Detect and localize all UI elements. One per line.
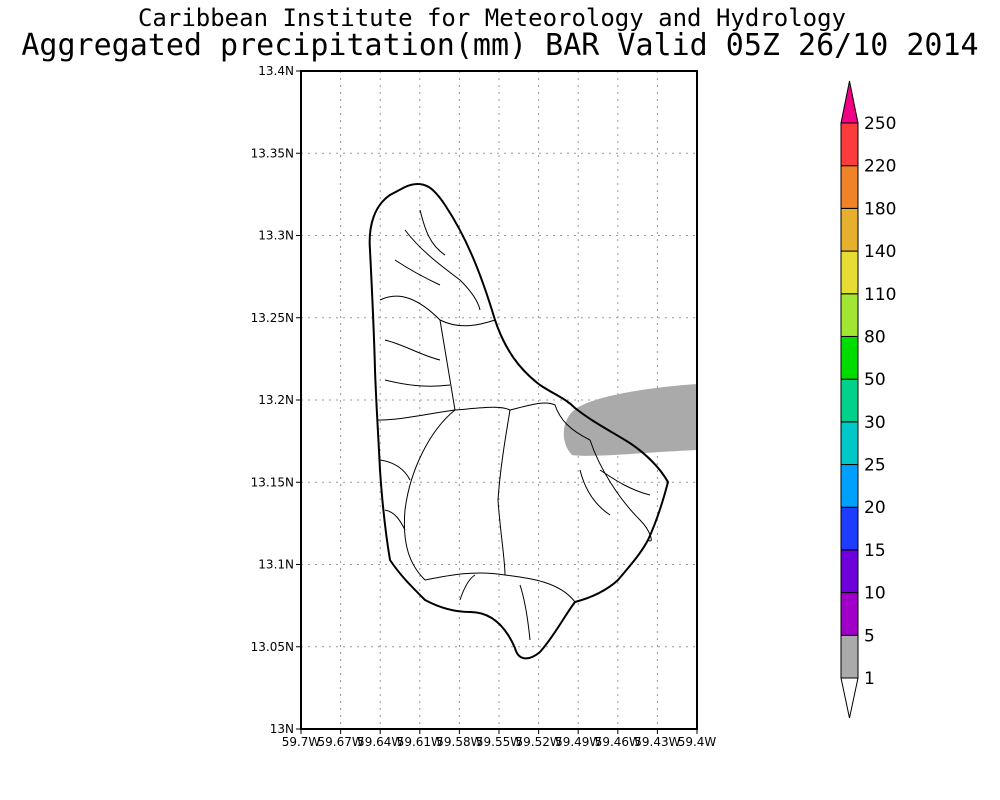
colorbar-segment xyxy=(840,421,859,466)
lat-tick-label: 13.4N xyxy=(258,64,294,78)
lon-tick-label: 59.67W xyxy=(317,735,363,749)
longitude-axis: 59.7W59.67W59.64W59.61W59.58W59.55W59.52… xyxy=(282,729,717,749)
colorbar-upper-triangle xyxy=(840,80,859,124)
colorbar-label: 25 xyxy=(864,456,886,476)
colorbar-label: 250 xyxy=(864,114,896,134)
colorbar-segment xyxy=(840,464,859,508)
colorbar-lower-triangle xyxy=(840,677,859,719)
lat-tick-label: 13.1N xyxy=(258,558,294,572)
colorbar-label: 50 xyxy=(864,370,886,390)
watershed-boundaries xyxy=(377,209,652,641)
precip-region-1-5mm xyxy=(563,384,697,456)
institute-title: Caribbean Institute for Meteorology and … xyxy=(137,4,846,32)
lat-tick-label: 13.2N xyxy=(258,393,294,407)
colorbar-label: 20 xyxy=(864,498,886,518)
lon-tick-label: 59.46W xyxy=(595,735,641,749)
colorbar-segment xyxy=(840,378,859,423)
colorbar-segment xyxy=(840,634,859,679)
barbados-coastline xyxy=(368,182,670,660)
lon-tick-label: 59.64W xyxy=(357,735,403,749)
colorbar-segment xyxy=(840,506,859,551)
colorbar-label: 5 xyxy=(864,626,875,646)
lon-tick-label: 59.43W xyxy=(634,735,680,749)
colorbar-label: 10 xyxy=(864,584,886,604)
lon-tick-label: 59.55W xyxy=(476,735,522,749)
lon-tick-label: 59.52W xyxy=(515,735,561,749)
colorbar-label: 140 xyxy=(864,242,896,262)
colorbar-label: 220 xyxy=(864,157,896,177)
lat-tick-label: 13.05N xyxy=(251,640,294,654)
colorbar-label: 30 xyxy=(864,413,886,433)
colorbar-segment xyxy=(840,207,859,252)
colorbar-label: 80 xyxy=(864,327,886,347)
colorbar-segment xyxy=(840,250,859,295)
lon-tick-label: 59.7W xyxy=(282,735,321,749)
colorbar-segment xyxy=(840,293,859,337)
colorbar-segment xyxy=(840,165,859,209)
lon-tick-label: 59.61W xyxy=(397,735,443,749)
lon-tick-label: 59.49W xyxy=(555,735,601,749)
colorbar-segment xyxy=(840,549,859,594)
lat-tick-label: 13.3N xyxy=(258,229,294,243)
lon-tick-label: 59.4W xyxy=(678,735,717,749)
colorbar-segment xyxy=(840,592,859,636)
lat-tick-label: 13.25N xyxy=(251,311,294,325)
colorbar-segment xyxy=(840,122,859,167)
colorbar-label: 15 xyxy=(864,541,886,561)
colorbar-segment xyxy=(840,335,859,380)
colorbar-label: 110 xyxy=(864,285,896,305)
latitude-axis: 13N 13.05N 13.1N 13.15N 13.2N 13.25N 13.3N 13.3… xyxy=(251,64,301,736)
lat-tick-label: 13N xyxy=(270,722,294,736)
colorbar-label: 180 xyxy=(864,199,896,219)
lat-tick-label: 13.35N xyxy=(251,146,294,160)
lon-tick-label: 59.58W xyxy=(436,735,482,749)
lat-tick-label: 13.15N xyxy=(251,475,294,489)
map-title: Aggregated precipitation(mm) BAR Valid 0… xyxy=(21,28,979,63)
colorbar-label: 1 xyxy=(864,669,875,689)
